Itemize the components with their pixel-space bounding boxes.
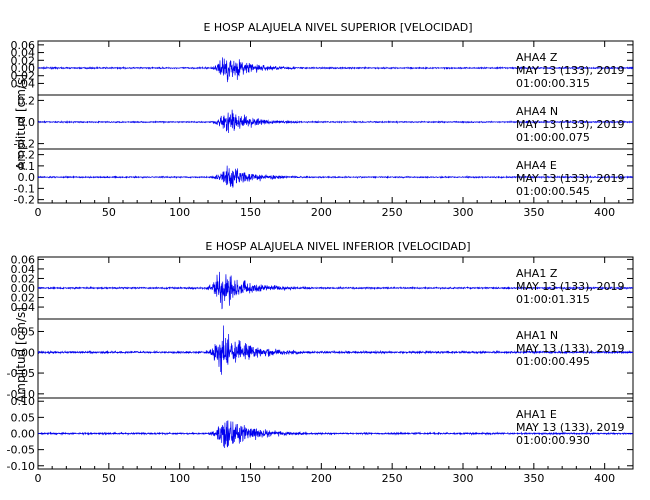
date-label: MAY 13 (133), 2019 (516, 342, 624, 355)
y-tick-label: 0.05 (11, 325, 36, 338)
y-axis-label-inferior: Amplitud [cm/s] (14, 307, 28, 403)
y-tick-label: 0.1 (18, 160, 36, 173)
waveform-trace (37, 109, 634, 134)
y-tick-label: 0.10 (11, 395, 36, 408)
chart-group-inferior: E HOSP ALAJUELA NIVEL INFERIOR [VELOCIDA… (7, 240, 634, 485)
date-label: MAY 13 (133), 2019 (516, 280, 624, 293)
y-tick-label: -0.10 (7, 388, 35, 401)
x-tick-label: 400 (594, 472, 615, 485)
waveform-trace (37, 165, 634, 188)
waveform-trace (37, 420, 634, 449)
x-tick-label: 200 (311, 206, 332, 219)
y-tick-label: 0.02 (11, 54, 36, 67)
time-label: 01:00:00.930 (516, 434, 590, 447)
y-tick-label: -0.05 (7, 444, 35, 457)
date-label: MAY 13 (133), 2019 (516, 421, 624, 434)
station-label: AHA4 N (516, 105, 558, 118)
x-tick-label: 50 (102, 206, 116, 219)
x-tick-label: 150 (240, 472, 261, 485)
time-label: 01:00:00.075 (516, 131, 590, 144)
y-tick-label: 0.06 (11, 39, 36, 52)
time-label: 01:00:01.315 (516, 293, 590, 306)
panel-frame (37, 148, 634, 204)
station-label: AHA4 E (516, 159, 557, 172)
y-tick-label: 0.00 (11, 62, 36, 75)
y-tick-label: -0.2 (14, 138, 35, 151)
y-tick-label: 0.02 (11, 272, 36, 285)
y-tick-label: 0.04 (11, 47, 36, 60)
time-label: 01:00:00.315 (516, 77, 590, 90)
waveform-trace (37, 271, 634, 310)
x-tick-label: 350 (523, 206, 544, 219)
y-tick-label: 0.0 (18, 116, 36, 129)
station-label: AHA1 N (516, 329, 558, 342)
x-tick-label: 250 (382, 206, 403, 219)
y-tick-label: 0.00 (11, 346, 36, 359)
y-tick-label: 0.02 (11, 292, 36, 305)
x-tick-label: 400 (594, 206, 615, 219)
y-tick-label: -0.1 (14, 182, 35, 195)
x-tick-label: 250 (382, 472, 403, 485)
x-tick-label: 100 (169, 472, 190, 485)
y-axis-label-superior: Amplitud [cm/s] (14, 74, 28, 170)
y-tick-label: 0.00 (11, 282, 36, 295)
y-tick-label: 0.05 (11, 411, 36, 424)
x-tick-label: 350 (523, 472, 544, 485)
station-label: AHA1 Z (516, 267, 558, 280)
y-tick-label: -0.10 (7, 460, 35, 473)
waveform-trace (37, 57, 634, 83)
y-tick-label: 0.00 (11, 428, 36, 441)
chart-title-inferior: E HOSP ALAJUELA NIVEL INFERIOR [VELOCIDA… (205, 240, 470, 253)
x-tick-label: 150 (240, 206, 261, 219)
date-label: MAY 13 (133), 2019 (516, 172, 624, 185)
x-tick-label: 100 (169, 206, 190, 219)
x-tick-label: 0 (35, 206, 42, 219)
chart-title-superior: E HOSP ALAJUELA NIVEL SUPERIOR [VELOCIDA… (203, 21, 472, 34)
date-label: MAY 13 (133), 2019 (516, 64, 624, 77)
y-tick-label: 0.2 (18, 94, 36, 107)
station-label: AHA1 E (516, 408, 557, 421)
x-tick-label: 200 (311, 472, 332, 485)
y-tick-label: 0.02 (11, 70, 36, 83)
y-tick-label: 0.04 (11, 301, 36, 314)
waveform-trace (37, 325, 634, 375)
y-tick-label: 0.06 (11, 253, 36, 266)
y-tick-label: 0.04 (11, 77, 36, 90)
y-tick-label: 0.2 (18, 149, 36, 162)
time-label: 01:00:00.495 (516, 355, 590, 368)
date-label: MAY 13 (133), 2019 (516, 118, 624, 131)
y-tick-label: 0.0 (18, 171, 36, 184)
chart-group-superior: E HOSP ALAJUELA NIVEL SUPERIOR [VELOCIDA… (11, 21, 634, 219)
x-tick-label: 0 (35, 472, 42, 485)
y-tick-label: 0.04 (11, 263, 36, 276)
time-label: 01:00:00.545 (516, 185, 590, 198)
x-tick-label: 50 (102, 472, 116, 485)
x-tick-label: 300 (453, 472, 474, 485)
x-tick-label: 300 (453, 206, 474, 219)
y-tick-label: -0.2 (14, 194, 35, 207)
y-tick-label: -0.05 (7, 367, 35, 380)
station-label: AHA4 Z (516, 51, 558, 64)
